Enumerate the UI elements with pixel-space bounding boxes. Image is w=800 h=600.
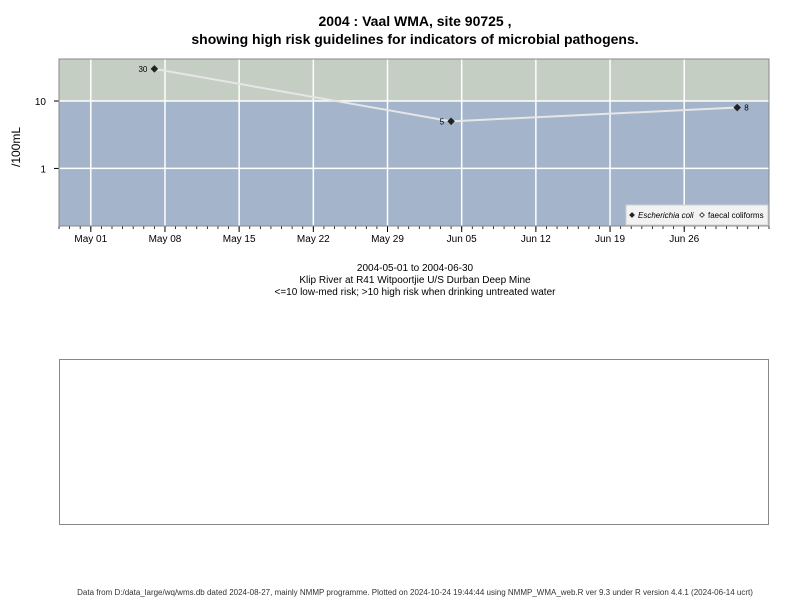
data-label: 8 <box>744 104 749 113</box>
high-risk-band <box>59 59 769 102</box>
legend-label: faecal coliforms <box>708 211 764 220</box>
x-tick-label: May 15 <box>223 234 256 245</box>
x-tick-label: Jun 12 <box>521 234 551 245</box>
data-point <box>447 117 455 126</box>
x-tick-label: Jun 26 <box>669 234 699 245</box>
chart-title-line-2: showing high risk guidelines for indicat… <box>191 31 639 47</box>
x-tick-label: May 29 <box>371 234 404 245</box>
data-point <box>733 103 741 112</box>
data-label: 5 <box>440 117 445 126</box>
y-tick-label: 10 <box>35 97 47 108</box>
y-tick-label: 1 <box>40 164 46 175</box>
x-tick-label: May 08 <box>149 234 182 245</box>
data-point <box>150 65 159 73</box>
site-name-caption: Klip River at R41 Witpoortjie U/S Durban… <box>299 275 531 286</box>
risk-note-caption: <=10 low-med risk; >10 high risk when dr… <box>274 287 556 298</box>
x-tick-label: Jun 19 <box>595 234 625 245</box>
legend-box <box>625 204 769 226</box>
x-tick-label: May 22 <box>297 234 330 245</box>
empty-secondary-panel <box>59 359 769 525</box>
legend-label: Escherichia coli <box>638 211 694 220</box>
plot-border <box>58 58 770 227</box>
footer-note: Data from D:/data_large/wq/wms.db dated … <box>77 588 753 597</box>
date-range-caption: 2004-05-01 to 2004-06-30 <box>356 263 474 274</box>
data-label: 30 <box>138 65 147 74</box>
chart-title-line-1: 2004 : Vaal WMA, site 90725 , <box>318 13 512 29</box>
x-tick-label: May 01 <box>74 234 107 245</box>
legend-marker <box>629 212 635 218</box>
x-tick-label: Jun 05 <box>447 234 477 245</box>
legend-marker <box>699 212 705 218</box>
